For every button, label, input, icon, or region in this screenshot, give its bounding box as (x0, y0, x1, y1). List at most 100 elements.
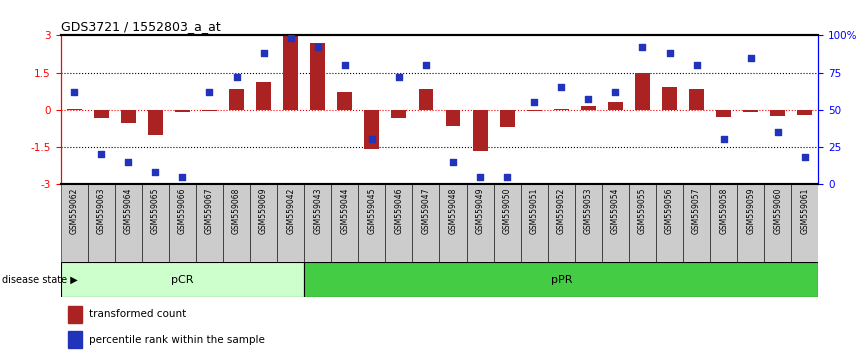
Bar (304, 262, 818, 297)
Bar (689, 89, 704, 110)
Bar (121, 110, 136, 124)
Bar (310, 43, 325, 110)
Bar (250, 184, 277, 262)
Point (609, 89, 623, 95)
Bar (359, 184, 385, 262)
Point (176, 174, 190, 179)
Text: disease state ▶: disease state ▶ (2, 275, 77, 285)
Point (229, 74, 243, 80)
Point (717, 137, 731, 142)
Point (662, 50, 676, 56)
Bar (68, 306, 81, 323)
Point (771, 129, 785, 135)
Bar (87, 184, 114, 262)
Bar (304, 184, 331, 262)
Point (203, 89, 216, 95)
Text: GSM559043: GSM559043 (313, 188, 322, 234)
Text: GSM559066: GSM559066 (178, 188, 187, 234)
Bar (467, 184, 494, 262)
Bar (656, 184, 683, 262)
Text: GSM559055: GSM559055 (638, 188, 647, 234)
Bar (575, 184, 602, 262)
Bar (527, 110, 541, 111)
Text: GSM559059: GSM559059 (746, 188, 755, 234)
Text: GSM559049: GSM559049 (475, 188, 485, 234)
Bar (500, 110, 514, 127)
Point (338, 62, 352, 68)
Bar (792, 184, 818, 262)
Bar (331, 184, 359, 262)
Point (284, 35, 298, 41)
Bar (764, 184, 792, 262)
Bar (229, 89, 244, 110)
Bar (446, 110, 461, 126)
Bar (68, 331, 81, 348)
Text: GSM559056: GSM559056 (665, 188, 674, 234)
Bar (635, 73, 650, 110)
Bar (142, 184, 169, 262)
Text: GSM559067: GSM559067 (205, 188, 214, 234)
Bar (283, 35, 298, 110)
Text: GSM559058: GSM559058 (719, 188, 728, 234)
Point (419, 62, 433, 68)
Bar (94, 110, 108, 118)
Text: GSM559063: GSM559063 (97, 188, 106, 234)
Bar (148, 110, 163, 135)
Text: GSM559048: GSM559048 (449, 188, 457, 234)
Point (68, 89, 81, 95)
Bar (114, 184, 142, 262)
Point (744, 55, 758, 61)
Point (581, 97, 595, 102)
Point (365, 137, 378, 142)
Bar (277, 184, 304, 262)
Text: GDS3721 / 1552803_a_at: GDS3721 / 1552803_a_at (61, 20, 220, 33)
Bar (391, 110, 406, 118)
Text: percentile rank within the sample: percentile rank within the sample (89, 335, 265, 345)
Text: GSM559064: GSM559064 (124, 188, 132, 234)
Bar (602, 184, 629, 262)
Bar (771, 110, 785, 116)
Text: GSM559053: GSM559053 (584, 188, 593, 234)
Point (256, 50, 270, 56)
Bar (256, 82, 271, 110)
Text: GSM559065: GSM559065 (151, 188, 160, 234)
Text: GSM559060: GSM559060 (773, 188, 782, 234)
Text: pCR: pCR (171, 275, 194, 285)
Text: GSM559062: GSM559062 (69, 188, 79, 234)
Bar (683, 184, 710, 262)
Text: GSM559068: GSM559068 (232, 188, 241, 234)
Bar (418, 89, 433, 110)
Point (148, 169, 162, 175)
Bar (494, 184, 520, 262)
Bar (223, 184, 250, 262)
Bar (520, 184, 547, 262)
Bar (743, 110, 758, 112)
Bar (581, 106, 596, 110)
Text: GSM559047: GSM559047 (422, 188, 430, 234)
Point (392, 74, 406, 80)
Text: GSM559052: GSM559052 (557, 188, 565, 234)
Text: GSM559061: GSM559061 (800, 188, 810, 234)
Point (554, 85, 568, 90)
Point (94, 152, 108, 157)
Bar (439, 184, 467, 262)
Bar (365, 110, 379, 149)
Point (121, 159, 135, 165)
Text: transformed count: transformed count (89, 309, 187, 319)
Text: GSM559042: GSM559042 (286, 188, 295, 234)
Point (446, 159, 460, 165)
Text: GSM559054: GSM559054 (611, 188, 620, 234)
Bar (629, 184, 656, 262)
Text: GSM559057: GSM559057 (692, 188, 701, 234)
Bar (338, 92, 352, 110)
Point (311, 45, 325, 50)
Text: GSM559050: GSM559050 (502, 188, 512, 234)
Point (689, 62, 703, 68)
Bar (547, 184, 575, 262)
Text: GSM559044: GSM559044 (340, 188, 349, 234)
Bar (67, 108, 81, 110)
Bar (473, 110, 488, 151)
Bar (412, 184, 439, 262)
Bar (196, 184, 223, 262)
Bar (798, 110, 812, 115)
